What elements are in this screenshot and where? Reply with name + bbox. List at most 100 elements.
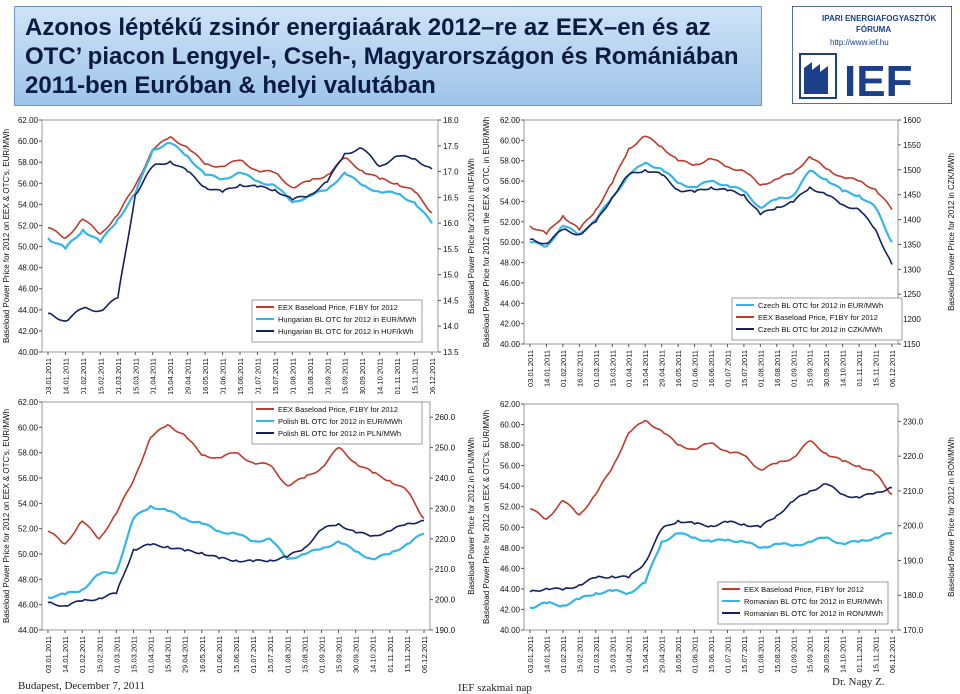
poland-xtick-label: 01.03.2011 [112, 636, 121, 673]
czech-y2tick-label: 1300 [903, 265, 921, 274]
poland-xtick-label: 06.12.2011 [420, 636, 429, 673]
poland-y2tick-label: 190.0 [435, 626, 456, 635]
czech-y2tick-label: 1250 [903, 290, 921, 299]
poland-series-line-1 [47, 504, 425, 600]
romania-xtick-label: 01.04.2011 [625, 636, 634, 673]
hungary-ytick-label: 60.00 [18, 137, 39, 146]
poland-y2tick-label: 250.0 [435, 444, 456, 453]
logo-line1: IPARI ENERGIAFOGYASZTÓK [822, 14, 936, 23]
hungary-xtick-label: 01.02.2011 [79, 358, 88, 394]
romania-ytick-label: 50.00 [500, 523, 521, 532]
poland-xtick-label: 01.07.2011 [249, 636, 258, 673]
hungary-xtick-label: 29.04.2011 [184, 358, 193, 394]
poland-ytick-label: 48.00 [18, 575, 39, 584]
hungary-legend: EEX Baseload Price, F1BY for 2012 Hungari… [251, 299, 423, 343]
romania-y2tick-label: 210.0 [903, 487, 924, 496]
czech-ytick-label: 56.00 [500, 177, 521, 186]
poland-xtick-label: 01.04.2011 [147, 636, 156, 673]
poland-xtick-label: 01.08.2011 [283, 636, 292, 673]
poland-y2tick-label: 210.0 [435, 565, 456, 574]
poland-series-line-2 [47, 519, 424, 607]
czech-ytick-label: 54.00 [500, 197, 521, 206]
czech-y2tick-label: 1150 [903, 340, 921, 349]
hungary-y2tick-label: 17.0 [443, 168, 459, 177]
romania-y2tick-label: 170.0 [903, 626, 924, 635]
romania-xtick-label: 14.01.2011 [542, 636, 551, 673]
poland-ytick-label: 52.00 [18, 525, 39, 534]
hungary-xtick-label: 01.07.2011 [253, 358, 262, 394]
hungary-y2tick-label: 16.5 [443, 193, 459, 202]
poland-xtick-label: 16.05.2011 [198, 636, 207, 673]
poland-xtick-label: 01.09.2011 [317, 636, 326, 673]
hungary-xtick-label: 01.04.2011 [149, 358, 158, 394]
czech-xtick-label: 01.06.2011 [691, 350, 700, 387]
romania-xtick-label: 16.05.2011 [674, 636, 683, 673]
hungary-xtick-label: 01.09.2011 [323, 358, 332, 394]
romania-xtick-label: 15.04.2011 [641, 636, 650, 673]
poland-xtick-label: 01.06.2011 [215, 636, 224, 673]
poland-xtick-label: 14.01.2011 [61, 636, 70, 673]
poland-ytick-label: 46.00 [18, 601, 39, 610]
czech-xtick-label: 30.09.2011 [822, 350, 831, 387]
chart-hungary: 40.00 42.00 44.00 46.00 48.00 50.00 52.00 54.00… [2, 116, 476, 394]
hungary-legend-label: Hungarian BL OTC for 2012 in EUR/MWh [278, 315, 417, 324]
romania-xtick-label: 01.11.2011 [855, 636, 864, 672]
czech-ytick-label: 50.00 [500, 238, 521, 247]
czech-xtick-label: 14.10.2011 [839, 350, 848, 387]
poland-y2tick-label: 240.0 [435, 474, 456, 483]
poland-xtick-label: 01.02.2011 [78, 636, 87, 673]
poland-legend-label: Polish BL OTC for 2012 in PLN/MWh [278, 429, 401, 438]
poland-xtick-label: 30.09.2011 [352, 636, 361, 673]
hungary-xtick-label: 06.12.2011 [428, 358, 437, 394]
hungary-y2tick-label: 14.5 [443, 296, 459, 305]
ief-logo: IPARI ENERGIAFOGYASZTÓK FÓRUMA http://ww… [791, 5, 953, 106]
poland-ytick-label: 54.00 [18, 499, 39, 508]
hungary-y2tick-label: 15.5 [443, 245, 459, 254]
romania-xtick-label: 01.03.2011 [592, 636, 601, 673]
hungary-ytick-label: 46.00 [18, 285, 39, 294]
poland-ytick-label: 62.00 [18, 398, 39, 407]
czech-xtick-label: 03.01.2011 [526, 350, 535, 387]
romania-xtick-label: 30.09.2011 [822, 636, 831, 673]
poland-y2tick-label: 230.0 [435, 504, 456, 513]
czech-xtick-label: 29.04.2011 [658, 350, 667, 387]
czech-xtick-label: 01.03.2011 [592, 350, 601, 387]
hungary-legend-label: EEX Baseload Price, F1BY for 2012 [278, 303, 398, 312]
czech-y2tick-label: 1500 [903, 166, 921, 175]
romania-xtick-label: 06.12.2011 [888, 636, 897, 673]
logo-mark: IEF [844, 57, 912, 104]
poland-xtick-label: 15.02.2011 [95, 636, 104, 673]
czech-xtick-label: 15.07.2011 [740, 350, 749, 387]
czech-xtick-label: 15.09.2011 [806, 350, 815, 387]
romania-xtick-label: 01.02.2011 [559, 636, 568, 673]
czech-y2label: Baseload Power Price for 2012 in CZK/MWh [947, 153, 956, 311]
hungary-y2tick-label: 14.0 [443, 322, 459, 331]
hungary-ytick-label: 42.00 [18, 327, 39, 336]
czech-xtick-label: 16.05.2011 [674, 350, 683, 387]
romania-legend-label: Romanian BL OTC for 2012 in EUR/MWh [744, 597, 882, 606]
czech-y2tick-label: 1400 [903, 216, 921, 225]
poland-xtick-label: 01.11.2011 [386, 636, 395, 672]
poland-xtick-label: 15.07.2011 [266, 636, 275, 673]
poland-ytick-label: 58.00 [18, 449, 39, 458]
romania-xtick-label: 01.06.2011 [691, 636, 700, 673]
romania-ytick-label: 58.00 [500, 441, 521, 450]
hungary-ytick-label: 56.00 [18, 179, 39, 188]
romania-ytick-label: 46.00 [500, 564, 521, 573]
poland-y2tick-label: 200.0 [435, 596, 456, 605]
romania-xtick-label: 15.11.2011 [872, 636, 881, 672]
czech-xtick-label: 01.11.2011 [855, 350, 864, 386]
hungary-xtick-label: 15.04.2011 [166, 358, 175, 394]
romania-xtick-label: 15.07.2011 [740, 636, 749, 673]
logo-graphic: IPARI ENERGIAFOGYASZTÓK FÓRUMA http://ww… [791, 5, 953, 106]
poland-legend-label: EEX Baseload Price, F1BY for 2012 [278, 405, 398, 414]
hungary-xtick-label: 15.08.2011 [306, 358, 315, 394]
czech-xtick-label: 01.02.2011 [559, 350, 568, 387]
czech-ytick-label: 48.00 [500, 259, 521, 268]
czech-legend-label: Czech BL OTC for 2012 in EUR/MWh [758, 301, 883, 310]
footer-left: Budapest, December 7, 2011 [18, 680, 145, 692]
hungary-xtick-label: 15.11.2011 [411, 358, 420, 394]
hungary-ytick-label: 48.00 [18, 264, 39, 273]
romania-xtick-label: 15.09.2011 [806, 636, 815, 673]
poland-ytick-label: 60.00 [18, 423, 39, 432]
